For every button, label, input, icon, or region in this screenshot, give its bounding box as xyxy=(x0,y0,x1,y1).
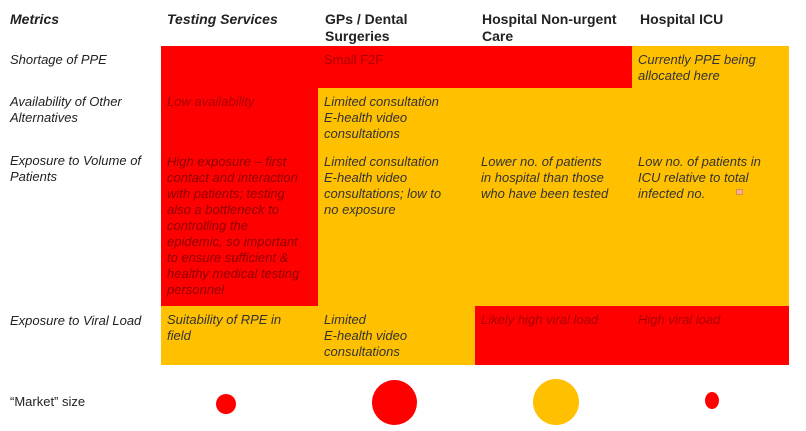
cell-volume-gps-line: consultations; low to xyxy=(324,186,442,201)
cell-viral-testing: Suitability of RPE in field xyxy=(161,306,318,365)
cell-volume-gps-line: no exposure xyxy=(324,202,396,217)
metric-availability-alternatives: Availability of Other Alternatives xyxy=(10,94,122,126)
header-gps-line1: GPs / Dental xyxy=(325,11,408,27)
cell-volume-hospital-line: in hospital than those xyxy=(481,170,604,185)
cell-ppe-gps-text: Small F2F xyxy=(324,52,384,67)
cell-volume-testing-line: to ensure sufficient & xyxy=(167,250,289,265)
cell-volume-icu-line: Low no. of patients in xyxy=(638,154,761,169)
cell-volume-hospital-line: who have been tested xyxy=(481,186,609,201)
cell-volume-gps-line: Limited consultation xyxy=(324,154,439,169)
cell-volume-testing-line: epidemic, so important xyxy=(167,234,298,249)
header-gps-line2: Surgeries xyxy=(325,28,390,44)
header-gps-dental: GPs / Dental Surgeries xyxy=(325,11,407,45)
market-circle-testing xyxy=(216,394,236,414)
cell-viral-gps-line3: consultations xyxy=(324,344,400,359)
cell-volume-hospital-line: Lower no. of patients xyxy=(481,154,602,169)
market-circle-icu xyxy=(705,392,719,409)
header-hospital-icu: Hospital ICU xyxy=(640,11,724,27)
cell-alt-hospital xyxy=(475,88,632,148)
cell-alt-gps-line3: consultations xyxy=(324,126,400,141)
cell-viral-hospital-text: Likely high viral load xyxy=(481,312,599,327)
cell-volume-testing-line: personnel xyxy=(167,282,225,297)
header-hospital-line1: Hospital Non-urgent xyxy=(482,11,617,27)
cell-alt-testing-text: Low availability xyxy=(167,94,255,109)
cell-viral-hospital: Likely high viral load xyxy=(475,306,632,365)
cell-viral-icu-text: High viral load xyxy=(638,312,721,327)
selection-marker-icon xyxy=(736,189,743,195)
cell-volume-testing-line: contact and interaction xyxy=(167,170,298,185)
header-hospital-line2: Care xyxy=(482,28,514,44)
market-size-label: “Market” size xyxy=(10,394,86,409)
cell-volume-testing-line: also a bottleneck to xyxy=(167,202,280,217)
cell-alt-icu xyxy=(632,88,789,148)
metric-exposure-viral-load: Exposure to Viral Load xyxy=(10,313,142,328)
cell-volume-testing-line: healthy medical testing xyxy=(167,266,300,281)
header-hospital-nonurgent: Hospital Non-urgent Care xyxy=(482,11,617,45)
cell-volume-testing-line: with patients; testing xyxy=(167,186,285,201)
cell-volume-icu-line: infected no. xyxy=(638,186,706,201)
metric-alternatives-line1: Availability of Other xyxy=(10,94,122,109)
cell-viral-testing-line1: Suitability of RPE in xyxy=(167,312,282,327)
metric-volume-line1: Exposure to Volume of xyxy=(10,153,142,168)
cell-ppe-icu-line2: allocated here xyxy=(638,68,720,83)
cell-alt-gps: Limited consultation E-health video cons… xyxy=(318,88,475,148)
metric-volume-line2: Patients xyxy=(10,169,57,184)
market-circle-hospital xyxy=(533,379,579,425)
cell-viral-gps-line1: Limited xyxy=(324,312,366,327)
cell-volume-icu-line: ICU relative to total xyxy=(638,170,749,185)
cell-volume-gps: Limited consultation E-health video cons… xyxy=(318,148,475,306)
cell-volume-gps-line: E-health video xyxy=(324,170,408,185)
header-metrics: Metrics xyxy=(10,11,60,27)
cell-volume-testing-line: controlling the xyxy=(167,218,248,233)
cell-volume-testing: High exposure – first contact and intera… xyxy=(161,148,318,306)
cell-viral-testing-line2: field xyxy=(167,328,191,343)
cell-ppe-testing xyxy=(161,46,318,88)
metric-alternatives-line2: Alternatives xyxy=(10,110,78,125)
header-testing-services: Testing Services xyxy=(167,11,278,27)
cell-volume-hospital: Lower no. of patients in hospital than t… xyxy=(475,148,632,306)
cell-alt-testing: Low availability xyxy=(161,88,318,148)
cell-alt-gps-line2: E-health video xyxy=(324,110,408,125)
cell-ppe-hospital xyxy=(475,46,632,88)
metric-exposure-volume: Exposure to Volume of Patients xyxy=(10,153,141,185)
cell-ppe-icu: Currently PPE being allocated here xyxy=(632,46,789,88)
cell-viral-gps: Limited E-health video consultations xyxy=(318,306,475,365)
metric-shortage-ppe: Shortage of PPE xyxy=(10,52,107,67)
cell-alt-gps-line1: Limited consultation xyxy=(324,94,439,109)
cell-volume-testing-line: High exposure – first xyxy=(167,154,287,169)
cell-viral-gps-line2: E-health video xyxy=(324,328,408,343)
market-circle-gps xyxy=(372,380,417,425)
cell-ppe-gps: Small F2F xyxy=(318,46,475,88)
cell-ppe-icu-line1: Currently PPE being xyxy=(638,52,756,67)
cell-viral-icu: High viral load xyxy=(632,306,789,365)
cell-volume-icu: Low no. of patients in ICU relative to t… xyxy=(632,148,789,306)
